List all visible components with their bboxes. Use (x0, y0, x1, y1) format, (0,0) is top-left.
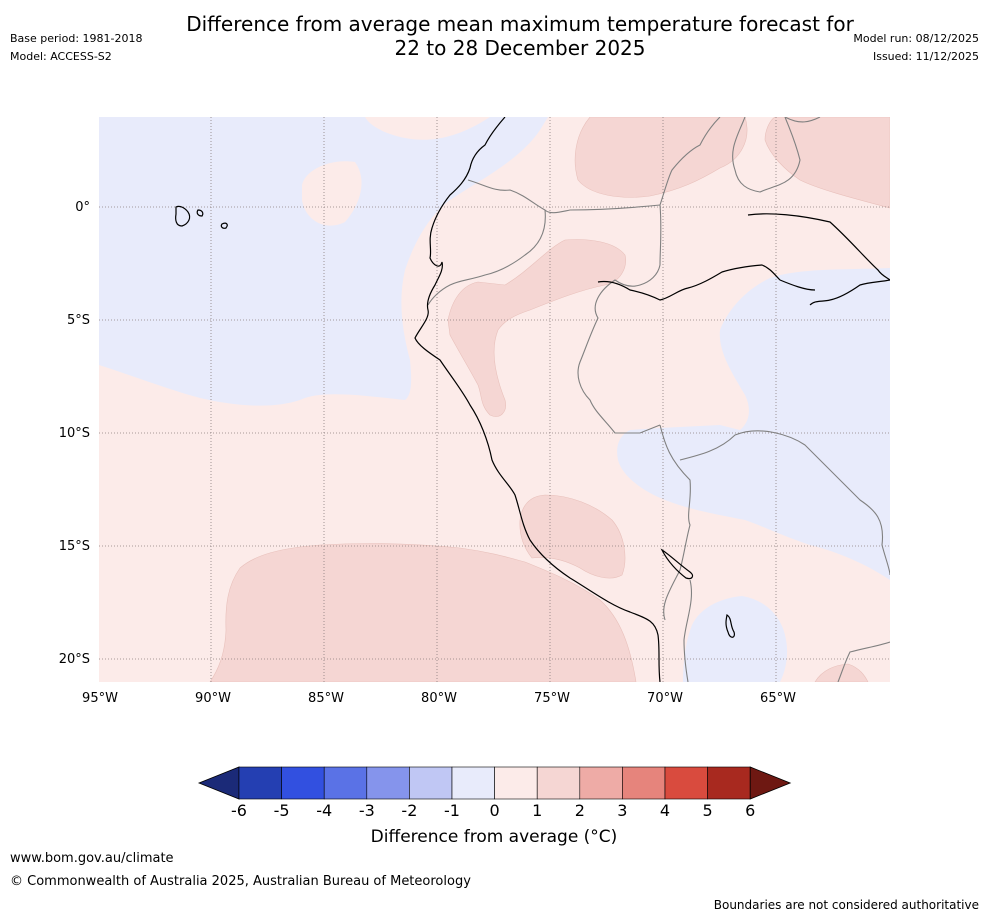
lat-label: 20°S (59, 652, 90, 667)
colorbar-swatch (664, 766, 708, 800)
coastline (175, 117, 890, 682)
anomaly-region-0-to-1-pocket (302, 161, 362, 226)
anomaly-region-1-to-2-southeast-pacific (209, 543, 637, 682)
anomaly-region-1-to-2-peru (519, 494, 626, 579)
lon-label: 70°W (647, 691, 683, 706)
lon-label: 90°W (195, 691, 231, 706)
colorbar-tick-label: 6 (745, 801, 755, 820)
lat-label: 10°S (59, 426, 90, 441)
colorbar-swatch (579, 766, 623, 800)
colorbar-swatch (366, 766, 410, 800)
lon-label: 75°W (534, 691, 570, 706)
title-line-2: 22 to 28 December 2025 (394, 36, 646, 60)
coastline-pacific (414, 117, 661, 682)
anomaly-region-1-to-2-venezuela (764, 117, 890, 209)
anomaly-region-neg1-to-0-brazil (617, 268, 890, 580)
map-area (99, 117, 890, 682)
lat-label: 0° (75, 200, 90, 215)
issued-date: Issued: 11/12/2025 (872, 50, 979, 63)
colorbar-tick-label: -1 (444, 801, 460, 820)
model-run: Model run: 08/12/2025 (853, 32, 979, 45)
colorbar-swatches (197, 766, 792, 800)
colorbar-tick-label: -6 (231, 801, 247, 820)
lat-label: 15°S (59, 539, 90, 554)
footer-disclaimer: Boundaries are not considered authoritat… (713, 898, 979, 912)
anomaly-region-0-to-1-north (365, 117, 490, 140)
base-period: Base period: 1981-2018 (10, 32, 143, 45)
colorbar-tick-label: 1 (532, 801, 542, 820)
anomaly-region-1-to-2-andes (447, 239, 626, 417)
meta-left: Base period: 1981-2018 Model: ACCESS-S2 (10, 30, 142, 66)
coastline-amazon-river (747, 213, 890, 306)
footer-copyright: © Commonwealth of Australia 2025, Austra… (10, 874, 471, 889)
colorbar-tick-label: -5 (274, 801, 290, 820)
lon-label: 85°W (308, 691, 344, 706)
meta-right: Model run: 08/12/2025 Issued: 11/12/2025 (853, 30, 979, 66)
colorbar-swatch (451, 766, 495, 800)
colorbar-swatch (536, 766, 581, 800)
country-borders (427, 117, 890, 682)
lon-label: 95°W (82, 691, 118, 706)
colorbar-tick-label: -4 (316, 801, 332, 820)
river-amazon-main (597, 264, 816, 301)
colorbar-swatch (707, 766, 751, 800)
lat-label: 5°S (67, 313, 90, 328)
colorbar-swatch (238, 766, 282, 800)
border-venezuela-guyana (732, 117, 801, 193)
footer-url: www.bom.gov.au/climate (10, 851, 174, 866)
colorbar-title: Difference from average (°C) (370, 827, 618, 847)
island-galapagos-3 (220, 222, 228, 229)
colorbar-tick-label: 0 (490, 801, 500, 820)
colorbar-tick-label: -3 (359, 801, 375, 820)
colorbar-swatch (323, 766, 368, 800)
gridlines (99, 117, 890, 682)
colorbar-tick-label: 2 (575, 801, 585, 820)
lon-label: 80°W (421, 691, 457, 706)
colorbar-swatch (409, 766, 453, 800)
colorbar-tick-label: 5 (703, 801, 713, 820)
colorbar-arrow-high (749, 766, 792, 800)
lake-titicaca (660, 548, 694, 580)
border-peru-bolivia (659, 424, 691, 621)
colorbar-tick-label: 3 (617, 801, 627, 820)
colorbar-tick-label: 4 (660, 801, 670, 820)
border-colombia-ecuador (427, 209, 546, 306)
lake-poopo (725, 614, 735, 638)
lon-label: 65°W (760, 691, 796, 706)
colorbar-swatch (281, 766, 325, 800)
border-colombia-venezuela (659, 117, 721, 206)
colorbar-arrow-low (197, 766, 240, 800)
border-chile-bolivia (683, 579, 693, 682)
title-line-1: Difference from average mean maximum tem… (186, 12, 854, 36)
border-guyana (784, 117, 821, 123)
colorbar-swatch (494, 766, 538, 800)
island-galapagos-2 (196, 209, 204, 217)
colorbar-swatch (622, 766, 666, 800)
island-galapagos-1 (175, 205, 191, 227)
border-bolivia-brazil (679, 430, 890, 576)
border-peru-brazil (577, 204, 662, 434)
border-paraguay (837, 641, 890, 682)
model-name: Model: ACCESS-S2 (10, 50, 112, 63)
chart-title: Difference from average mean maximum tem… (0, 12, 988, 60)
colorbar-ticks: -6 -5 -4 -3 -2 -1 0 1 2 3 4 5 6 (231, 801, 755, 820)
anomaly-region-neg1-to-0-altiplano (683, 596, 788, 682)
colorbar-tick-label: -2 (401, 801, 417, 820)
